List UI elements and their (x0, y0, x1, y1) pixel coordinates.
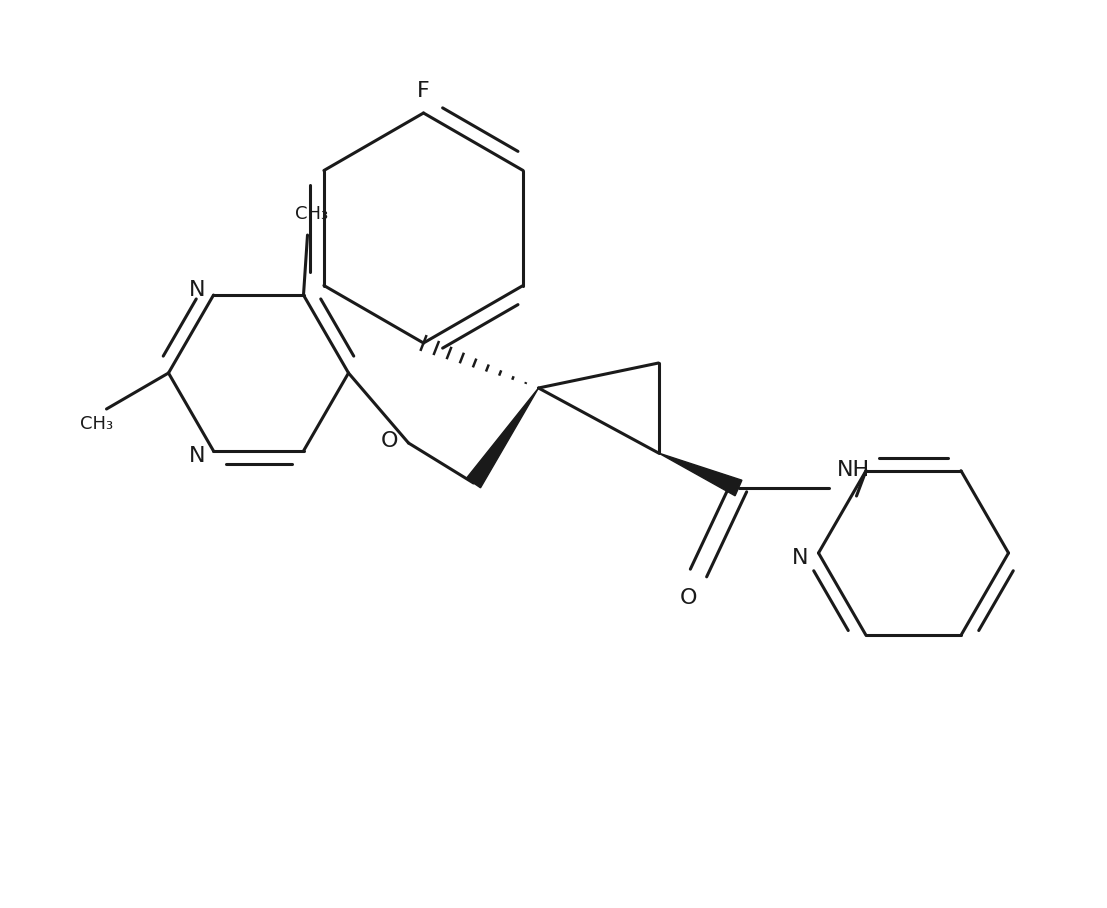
Text: O: O (680, 588, 697, 608)
Polygon shape (659, 453, 742, 496)
Text: N: N (189, 446, 206, 466)
Text: NH: NH (837, 460, 870, 480)
Text: CH₃: CH₃ (294, 205, 328, 223)
Text: N: N (792, 548, 808, 568)
Polygon shape (466, 388, 538, 488)
Text: CH₃: CH₃ (80, 415, 113, 433)
Text: N: N (189, 280, 206, 300)
Text: F: F (417, 81, 430, 101)
Text: O: O (381, 431, 399, 451)
